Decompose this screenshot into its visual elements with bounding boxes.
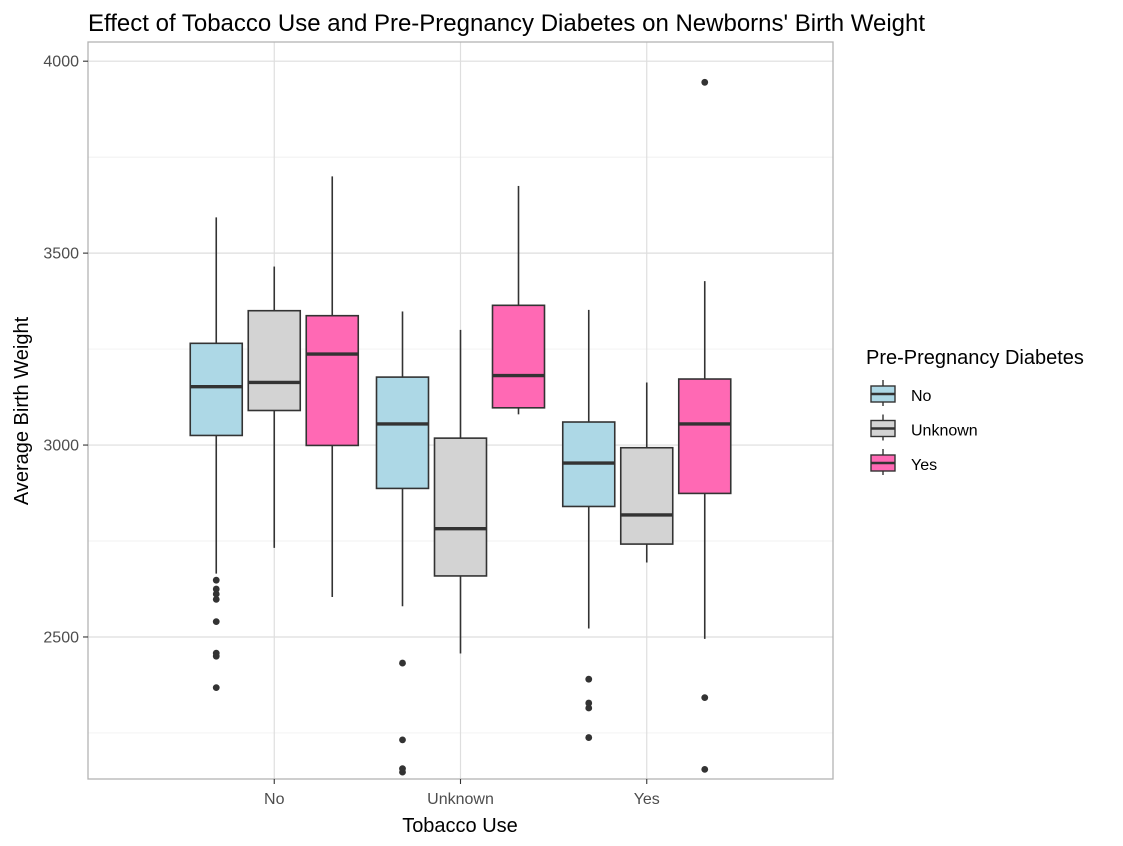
- outlier-point: [585, 734, 593, 741]
- y-axis-title: Average Birth Weight: [11, 316, 33, 505]
- y-tick-label: 2500: [43, 629, 79, 646]
- legend-item-yes: Yes: [870, 449, 937, 475]
- box-body: [305, 314, 360, 447]
- legend-label: Unknown: [911, 423, 978, 440]
- outlier-point: [585, 699, 593, 707]
- outlier-point: [212, 652, 220, 660]
- legend: Pre-Pregnancy Diabetes No Unknown Yes: [866, 347, 1084, 475]
- box-no-no: [189, 217, 244, 692]
- box-body: [433, 437, 488, 577]
- outlier-point: [585, 704, 593, 712]
- legend-title: Pre-Pregnancy Diabetes: [866, 347, 1084, 369]
- outlier-point: [212, 618, 220, 626]
- box-body: [247, 309, 302, 412]
- legend-item-unknown: Unknown: [870, 414, 978, 441]
- outlier-point: [701, 694, 709, 702]
- legend-items: No Unknown Yes: [870, 380, 978, 475]
- legend-label: No: [911, 388, 932, 405]
- box-unknown-unknown: [433, 329, 488, 654]
- outlier-point: [399, 659, 406, 667]
- box-body: [189, 342, 244, 437]
- legend-item-no: No: [870, 380, 932, 406]
- outlier-point: [212, 684, 220, 692]
- x-axis-title: Tobacco Use: [402, 815, 518, 837]
- outlier-point: [585, 675, 593, 683]
- box-body: [619, 446, 674, 545]
- box-unknown-no: [247, 266, 302, 548]
- outlier-point: [701, 766, 709, 773]
- box-layer: [189, 78, 732, 776]
- outlier-point: [212, 576, 220, 584]
- x-axis: No Unknown Yes: [264, 779, 660, 808]
- outlier-point: [212, 590, 220, 598]
- y-axis: 2500 3000 3500 4000: [43, 54, 88, 646]
- outlier-point: [212, 585, 220, 593]
- outlier-point: [212, 595, 220, 603]
- legend-label: Yes: [911, 457, 937, 474]
- y-tick-label: 4000: [43, 54, 79, 71]
- chart-title: Effect of Tobacco Use and Pre-Pregnancy …: [88, 10, 925, 37]
- box-body: [375, 376, 430, 490]
- box-body: [677, 378, 732, 495]
- x-tick-label: Unknown: [427, 791, 494, 808]
- x-tick-label: Yes: [634, 791, 660, 808]
- box-yes-unknown: [491, 185, 546, 415]
- box-unknown-yes: [619, 382, 674, 563]
- box-no-yes: [561, 309, 616, 741]
- outlier-point: [399, 768, 406, 776]
- y-tick-label: 3000: [43, 438, 79, 455]
- outlier-point: [399, 736, 406, 744]
- box-body: [491, 304, 546, 409]
- y-tick-label: 3500: [43, 246, 79, 263]
- box-yes-yes: [677, 78, 732, 773]
- box-no-unknown: [375, 311, 430, 776]
- x-tick-label: No: [264, 791, 285, 808]
- outlier-point: [701, 78, 709, 86]
- box-yes-no: [305, 176, 360, 598]
